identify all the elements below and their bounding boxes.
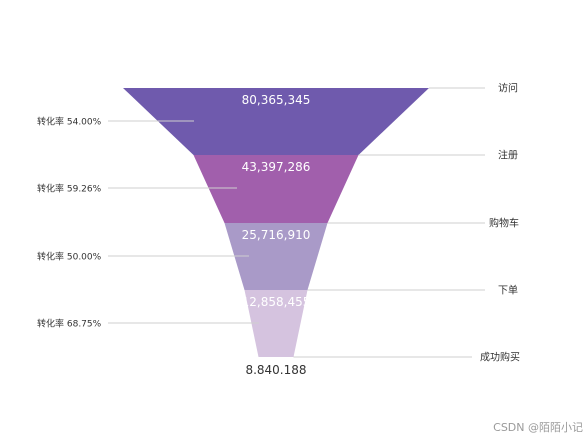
stage-value-label: 25,716,910 (242, 228, 311, 242)
conversion-rate-label: 转化率 68.75% (37, 318, 102, 330)
conversion-rate-label: 转化率 54.00% (37, 116, 102, 128)
stage-label: 下单 (498, 285, 518, 297)
stage-label: 访问 (498, 82, 518, 95)
leader-lines (108, 87, 485, 358)
stage-label: 购物车 (489, 217, 519, 230)
stage-label: 注册 (498, 149, 518, 162)
funnel-segment-2 (193, 155, 359, 223)
funnel-segment-4 (244, 290, 308, 357)
funnel-segment-3 (224, 223, 328, 290)
conversion-rate-label: 转化率 59.26% (37, 183, 102, 195)
conversion-rate-label: 转化率 50.00% (37, 251, 102, 263)
stage-value-label: 43,397,286 (242, 160, 311, 174)
watermark: CSDN @陌陌小记 (493, 421, 583, 434)
stage-value-label: 12,858,455 (242, 295, 311, 309)
stage-label: 成功购买 (480, 351, 520, 364)
funnel-segments (123, 88, 429, 357)
funnel-segment-1 (123, 88, 429, 155)
stage-value-label: 80,365,345 (242, 93, 311, 107)
stage-value-label: 8.840.188 (245, 363, 306, 377)
